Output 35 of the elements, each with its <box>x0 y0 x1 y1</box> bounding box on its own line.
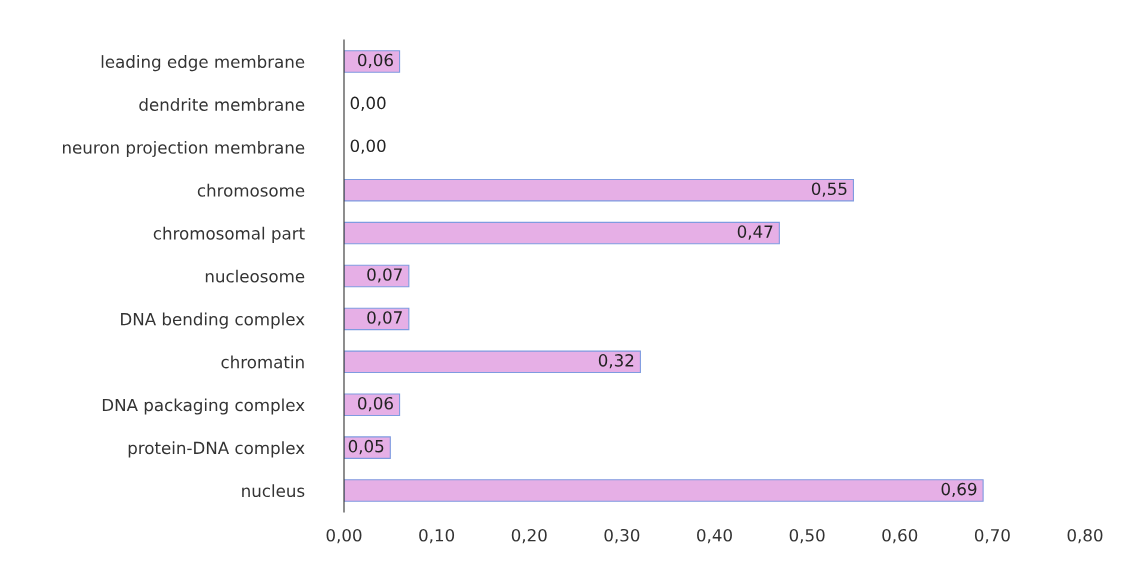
y-tick-label: leading edge membrane <box>101 55 305 72</box>
x-tick-label: 0,60 <box>882 528 918 544</box>
y-tick-label: chromosome <box>197 183 305 197</box>
data-label: 0,07 <box>367 311 402 326</box>
x-tick-label: 0,00 <box>326 528 362 544</box>
y-tick-label: protein-DNA complex <box>128 441 305 458</box>
data-label: 0,00 <box>350 96 386 111</box>
bar <box>344 350 641 374</box>
x-tick-label: 0,30 <box>604 528 640 544</box>
data-label: 0,00 <box>350 139 386 154</box>
y-tick-label: nucleosome <box>205 269 305 283</box>
x-tick-label: 0,70 <box>974 528 1010 544</box>
x-tick-label: 0,50 <box>789 528 825 544</box>
bar <box>344 479 984 502</box>
bar <box>344 221 780 245</box>
data-label: 0,07 <box>367 268 402 283</box>
x-tick-label: 0,20 <box>511 528 547 544</box>
x-tick-label: 0,80 <box>1067 528 1103 544</box>
y-tick-label: neuron projection membrane <box>63 140 305 158</box>
y-tick-label: chromatin <box>221 355 304 369</box>
data-label: 0,69 <box>941 482 977 498</box>
data-label: 0,05 <box>348 439 384 455</box>
y-tick-label: DNA bending complex <box>121 312 305 329</box>
data-label: 0,47 <box>737 225 773 240</box>
data-label: 0,32 <box>598 354 634 369</box>
y-tick-label: chromosomal part <box>153 226 305 243</box>
data-label: 0,06 <box>358 396 393 412</box>
x-tick-label: 0,10 <box>419 528 455 544</box>
data-label: 0,06 <box>358 53 393 68</box>
bar <box>344 178 854 202</box>
x-tick-label: 0,40 <box>697 528 732 544</box>
y-tick-label: DNA packaging complex <box>102 398 305 415</box>
y-tick-label: dendrite membrane <box>139 98 305 111</box>
y-tick-label: nucleus <box>242 484 305 498</box>
data-label: 0,55 <box>811 182 847 197</box>
